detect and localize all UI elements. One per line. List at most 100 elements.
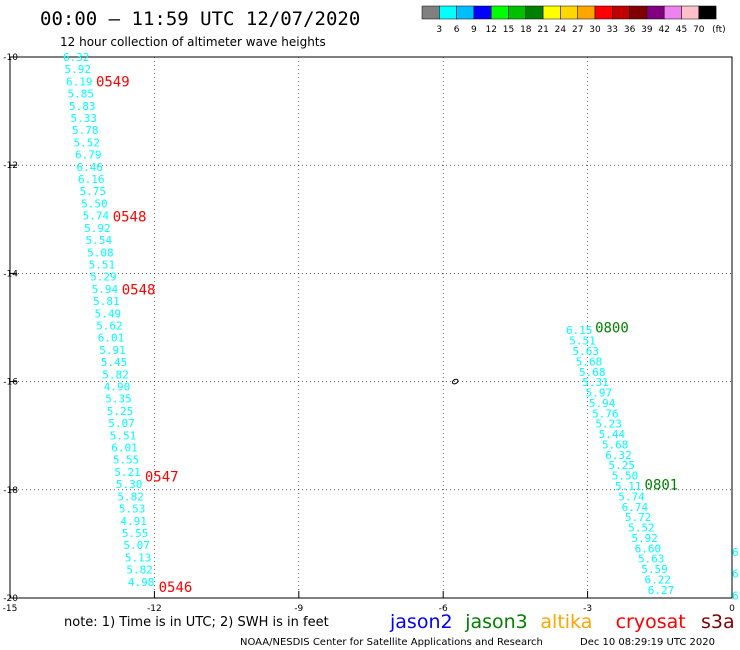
colorbar-swatch [508, 5, 527, 20]
chart-subtitle: 12 hour collection of altimeter wave hei… [60, 35, 326, 49]
colorbar-label: 30 [589, 25, 601, 35]
swh-value-label: 5.82 [126, 564, 152, 577]
altimeter-tracks: 6.325.926.195.855.835.335.785.526.796.46… [63, 51, 739, 602]
time-label: 0800 [595, 321, 629, 337]
x-tick-label: -15 [3, 604, 18, 614]
swh-value-label: 5.82 [117, 490, 144, 503]
swh-value-label: 6.32 [63, 51, 90, 64]
swh-value-label: 5.51 [89, 258, 116, 271]
satellite-legend-entry: cryosat [616, 611, 686, 633]
swh-value-label: 5.94 [589, 397, 616, 410]
colorbar-swatch [594, 5, 613, 20]
colorbar-label: 27 [572, 25, 583, 35]
swh-value-label: 5.72 [625, 511, 652, 524]
swh-value-label: 5.75 [80, 185, 107, 198]
footer-credit: NOAA/NESDIS Center for Satellite Applica… [240, 637, 543, 648]
swh-value-label: 5.68 [579, 366, 606, 379]
colorbar-swatch [681, 5, 700, 20]
time-label: 0546 [159, 580, 193, 596]
swh-value-label: 6.46 [77, 161, 104, 174]
colorbar-swatch [473, 5, 492, 20]
y-tick-label: -12 [3, 161, 18, 171]
swh-value-label: 5.29 [90, 271, 117, 284]
swh-value-label: 5.78 [72, 124, 99, 137]
swh-value-label: 5.50 [81, 197, 108, 210]
colorbar-label: 33 [607, 25, 618, 35]
swh-value-label: 5.51 [110, 429, 137, 442]
time-label: 0548 [122, 283, 156, 299]
x-tick-label: 0 [729, 604, 735, 614]
colorbar-swatch [490, 5, 509, 20]
chart-title: 00:00 – 11:59 UTC 12/07/2020 [40, 8, 360, 30]
colorbar-swatch [560, 5, 578, 20]
y-tick-label: -16 [3, 378, 18, 388]
swh-value-label: 6.01 [111, 442, 138, 455]
swh-value-label: 6 [732, 546, 739, 559]
plot-frame [9, 56, 733, 599]
satellite-legend-entry: s3a [701, 611, 735, 633]
swh-value-label: 6.60 [635, 542, 662, 555]
y-tick-label: -10 [3, 53, 18, 63]
swh-value-label: 5.31 [582, 376, 609, 389]
swh-value-label: 5.30 [116, 478, 143, 491]
satellite-legend-entry: altika [540, 611, 592, 633]
swh-value-label: 5.13 [125, 551, 152, 564]
swh-value-label: 5.97 [586, 387, 613, 400]
swh-value-label: 5.92 [84, 222, 111, 235]
swh-value-label: 5.68 [602, 438, 629, 451]
swh-colorbar: 3 6 9 12 15 18 21 24 27 30 33 36 39 42 45 70 (ft) [421, 5, 726, 35]
swh-value-label: 4.98 [128, 576, 155, 589]
swh-value-label: 5.62 [96, 319, 123, 332]
swh-value-label: 6.74 [622, 501, 649, 514]
colorbar-unit: (ft) [712, 25, 726, 35]
swh-value-label: 6 [732, 589, 739, 602]
axis-ticks: -10 -12 -14 -16 -18 -20-15 -12 -9 -6 -3 0 [3, 53, 735, 614]
colorbar-label: 12 [485, 25, 496, 35]
swh-value-label: 5.63 [638, 553, 665, 566]
swh-value-label: 5.33 [71, 112, 98, 125]
swh-value-label: 6.22 [644, 573, 671, 586]
colorbar-label: 39 [641, 25, 653, 35]
y-tick-label: -20 [3, 594, 18, 604]
colorbar-label: 3 [436, 25, 442, 35]
colorbar-label: 21 [537, 25, 548, 35]
swh-value-label: 5.35 [105, 393, 131, 406]
colorbar-swatch [421, 5, 440, 20]
swh-value-label: 5.07 [108, 417, 135, 430]
colorbar-label: 18 [520, 25, 532, 35]
swh-value-label: 5.68 [576, 355, 603, 368]
swh-value-label: 5.21 [114, 466, 141, 479]
y-tick-label: -18 [3, 486, 18, 496]
colorbar-label: 15 [503, 25, 514, 35]
satellite-legend-entry: jason2 [389, 611, 453, 633]
swh-value-label: 5.59 [641, 563, 668, 576]
swh-value-label: 5.54 [86, 234, 113, 247]
swh-value-label: 4.91 [120, 515, 147, 528]
colorbar-swatch [663, 5, 682, 20]
island-marker [451, 378, 459, 385]
swh-value-label: 5.51 [569, 335, 596, 348]
swh-value-label: 5.45 [101, 356, 128, 369]
swh-value-label: 5.92 [64, 63, 91, 76]
swh-value-label: 6.19 [66, 75, 93, 88]
satellite-legend-entry: jason3 [464, 611, 528, 633]
colorbar-swatch [698, 5, 717, 20]
colorbar-swatch [525, 5, 544, 20]
swh-value-label: 6.27 [648, 584, 675, 597]
swh-value-label: 5.74 [618, 490, 645, 503]
time-label: 0547 [145, 469, 179, 485]
x-tick-label: -6 [439, 604, 448, 614]
swh-value-label: 5.83 [69, 100, 96, 113]
swh-value-label: 6.15 [566, 324, 593, 337]
colorbar-label: 42 [658, 25, 669, 35]
swh-value-label: 5.85 [67, 88, 94, 101]
time-label: 0548 [113, 210, 147, 226]
colorbar-swatch [629, 5, 648, 20]
swh-value-label: 5.81 [93, 295, 120, 308]
swh-value-label: 5.76 [592, 407, 619, 420]
colorbar-swatch [456, 5, 475, 20]
swh-value-label: 6.16 [78, 173, 105, 186]
swh-value-label: 5.25 [608, 459, 635, 472]
swh-value-label: 5.23 [595, 418, 622, 431]
